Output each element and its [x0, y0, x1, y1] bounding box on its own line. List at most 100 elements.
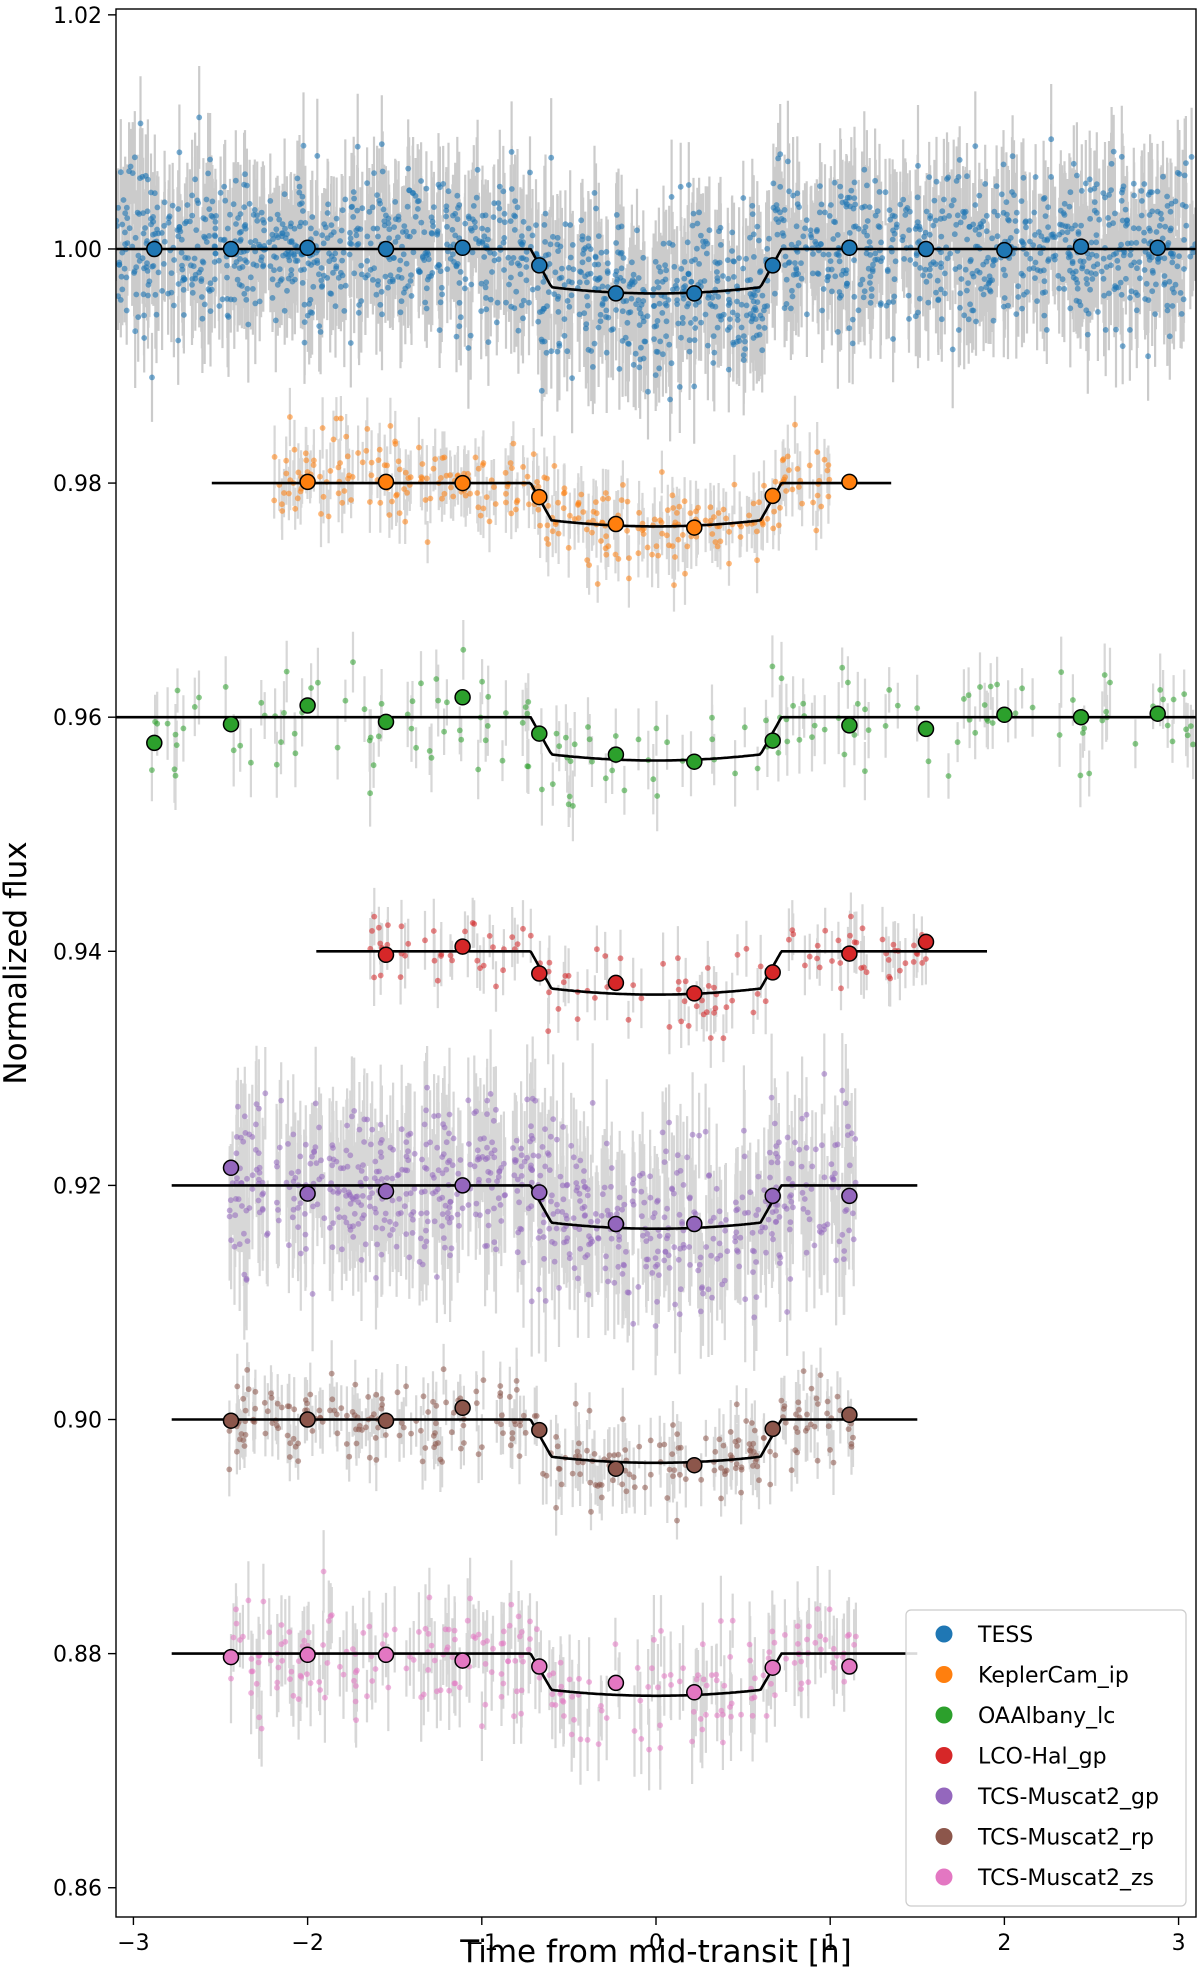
raw-point [325, 1618, 332, 1624]
raw-point [402, 469, 409, 476]
raw-point [830, 1176, 836, 1182]
raw-point [770, 180, 777, 187]
raw-point [603, 1715, 610, 1721]
raw-point [947, 250, 954, 257]
raw-point [1158, 216, 1165, 222]
raw-point [696, 1261, 703, 1268]
raw-point [287, 1440, 294, 1447]
raw-point [1106, 290, 1112, 297]
raw-point [752, 1675, 758, 1682]
raw-point [395, 458, 402, 465]
raw-point [310, 283, 317, 290]
raw-point [705, 1173, 712, 1179]
raw-point [678, 265, 685, 272]
raw-point [914, 951, 921, 957]
raw-point [743, 302, 750, 309]
raw-point [700, 1676, 707, 1683]
raw-point [951, 231, 958, 238]
raw-point [629, 1180, 636, 1187]
raw-point [454, 216, 461, 223]
raw-point [702, 1128, 709, 1135]
raw-point [845, 1426, 852, 1432]
raw-point [978, 286, 984, 292]
raw-point [297, 1250, 304, 1257]
raw-point [378, 700, 385, 707]
raw-point [269, 295, 276, 301]
raw-point [768, 1159, 775, 1166]
raw-point [532, 1097, 539, 1104]
raw-point [275, 1217, 282, 1224]
raw-point [698, 1285, 705, 1292]
raw-point [387, 272, 394, 279]
raw-point [205, 286, 212, 293]
raw-point [741, 724, 748, 731]
raw-point [1066, 203, 1073, 210]
raw-point [353, 1440, 360, 1447]
raw-point [1057, 207, 1064, 214]
raw-point [226, 1207, 233, 1214]
raw-point [613, 307, 619, 313]
raw-point [148, 221, 155, 228]
raw-point [418, 1427, 424, 1434]
raw-point [751, 1449, 757, 1455]
raw-point [491, 1154, 498, 1161]
raw-point [241, 1271, 248, 1278]
raw-point [697, 1254, 704, 1261]
raw-point [1093, 239, 1100, 246]
raw-point [421, 1243, 428, 1250]
raw-point [378, 1154, 385, 1160]
raw-point [1015, 283, 1022, 290]
raw-point [906, 316, 912, 322]
raw-point [467, 332, 474, 339]
raw-point [567, 222, 574, 228]
raw-point [260, 1598, 267, 1605]
raw-point [638, 344, 644, 351]
raw-point [886, 687, 893, 693]
raw-point [274, 1684, 280, 1691]
raw-point [801, 1196, 808, 1202]
raw-point [668, 360, 675, 367]
raw-point [568, 1142, 575, 1149]
raw-point [591, 340, 598, 347]
raw-point [666, 1024, 673, 1030]
raw-point [935, 297, 942, 304]
raw-point [370, 762, 377, 769]
raw-point [770, 1236, 776, 1243]
raw-point [458, 736, 465, 743]
raw-point [507, 1442, 514, 1449]
raw-point [288, 267, 295, 273]
raw-point [964, 287, 970, 294]
raw-point [645, 388, 651, 395]
raw-point [741, 333, 747, 339]
raw-point [1154, 208, 1161, 215]
raw-point [423, 185, 430, 192]
raw-point [135, 314, 142, 320]
raw-point [475, 465, 482, 472]
raw-point [650, 286, 657, 293]
y-axis: 0.860.880.900.920.940.960.981.001.02 [53, 4, 116, 1902]
raw-point [281, 191, 288, 198]
raw-point [695, 1672, 701, 1678]
raw-point [1168, 225, 1174, 232]
raw-point [964, 236, 970, 243]
raw-point [878, 239, 884, 246]
raw-point [393, 1243, 400, 1250]
raw-point [754, 1463, 761, 1470]
raw-point [938, 316, 945, 323]
raw-point [624, 319, 631, 326]
raw-point [363, 447, 370, 454]
raw-point [520, 464, 526, 470]
raw-point [829, 1659, 836, 1666]
raw-point [440, 1151, 447, 1157]
raw-point [1133, 239, 1140, 246]
binned-point [686, 985, 703, 1002]
raw-point [198, 266, 204, 273]
raw-point [233, 221, 239, 227]
raw-point [350, 1234, 357, 1240]
raw-point [742, 338, 748, 345]
raw-point [751, 1427, 758, 1434]
raw-point [489, 269, 495, 275]
raw-point [454, 1191, 460, 1197]
transit-model-lco-hal-gp [316, 950, 987, 996]
raw-point [939, 208, 946, 215]
